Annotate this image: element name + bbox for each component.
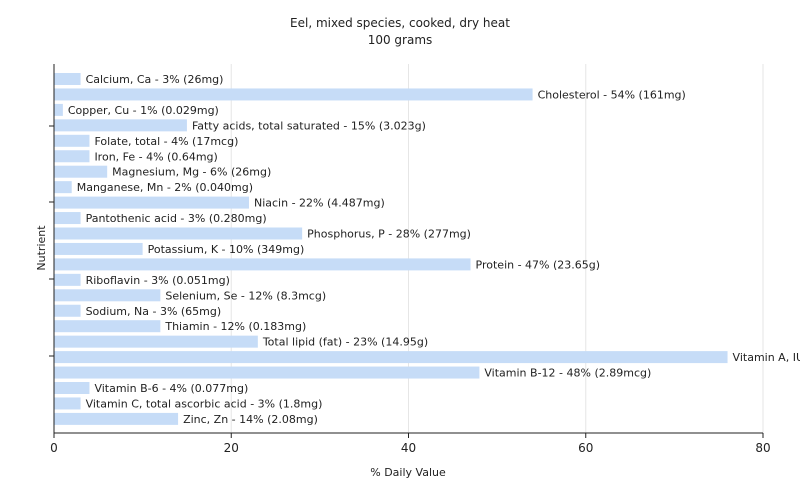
bar-label: Thiamin - 12% (0.183mg) [164, 320, 306, 333]
bar-label: Iron, Fe - 4% (0.64mg) [94, 150, 217, 163]
bar [54, 165, 108, 178]
x-tick-label: 20 [224, 441, 239, 455]
bar-label: Magnesium, Mg - 6% (26mg) [112, 166, 271, 179]
bar [54, 335, 258, 348]
x-tick-label: 60 [578, 441, 593, 455]
bar [54, 258, 471, 271]
x-tick-label: 80 [755, 441, 770, 455]
bar-label: Niacin - 22% (4.487mg) [254, 197, 385, 210]
bar [54, 73, 81, 85]
bar [54, 227, 303, 240]
bar [54, 273, 81, 286]
bar [54, 103, 63, 116]
bar [54, 304, 81, 317]
bar [54, 412, 179, 425]
bar [54, 289, 161, 302]
bar [54, 397, 81, 410]
bar [54, 212, 81, 225]
bar-label: Potassium, K - 10% (349mg) [148, 243, 305, 256]
bar-label: Zinc, Zn - 14% (2.08mg) [183, 413, 318, 426]
x-tick-label: 0 [50, 441, 58, 455]
bar [54, 150, 90, 163]
bar-label: Selenium, Se - 12% (8.3mcg) [165, 289, 326, 302]
y-axis-label: Nutrient [35, 225, 48, 271]
bar [54, 366, 480, 379]
bar-label: Total lipid (fat) - 23% (14.95g) [262, 336, 428, 349]
chart-subtitle: 100 grams [368, 33, 433, 47]
bar-label: Vitamin B-6 - 4% (0.077mg) [94, 382, 248, 395]
bar [54, 119, 187, 132]
bar [54, 351, 728, 364]
bar [54, 242, 143, 255]
axes: 0 20 40 60 80 [49, 64, 771, 455]
bar-label: Vitamin C, total ascorbic acid - 3% (1.8… [86, 397, 323, 410]
bar-label: Sodium, Na - 3% (65mg) [86, 305, 222, 318]
x-tick-label: 40 [401, 441, 416, 455]
bar [54, 181, 72, 194]
bar-label: Riboflavin - 3% (0.051mg) [86, 274, 230, 287]
bar-label: Fatty acids, total saturated - 15% (3.02… [192, 119, 426, 132]
bar-label: Folate, total - 4% (17mcg) [94, 135, 238, 148]
bar-label: Cholesterol - 54% (161mg) [538, 88, 686, 101]
chart-title: Eel, mixed species, cooked, dry heat [290, 16, 510, 30]
x-axis-label: % Daily Value [370, 466, 446, 479]
bar [54, 196, 249, 209]
bar-label: Calcium, Ca - 3% (26mg) [86, 73, 224, 86]
bars: Calcium, Ca - 3% (26mg) Cholesterol - 54%… [54, 73, 800, 426]
bar [54, 320, 161, 333]
bar [54, 134, 90, 147]
bar-label: Protein - 47% (23.65g) [476, 258, 601, 271]
bar-label: Vitamin A, IU - 76% (3787IU) [733, 351, 800, 364]
bar [54, 382, 90, 394]
bar-label: Copper, Cu - 1% (0.029mg) [68, 104, 219, 117]
bar-label: Vitamin B-12 - 48% (2.89mcg) [484, 367, 651, 380]
bar-label: Manganese, Mn - 2% (0.040mg) [77, 181, 253, 194]
bar-label: Phosphorus, P - 28% (277mg) [307, 228, 471, 241]
bar-label: Pantothenic acid - 3% (0.280mg) [86, 212, 267, 225]
bar [54, 88, 533, 101]
